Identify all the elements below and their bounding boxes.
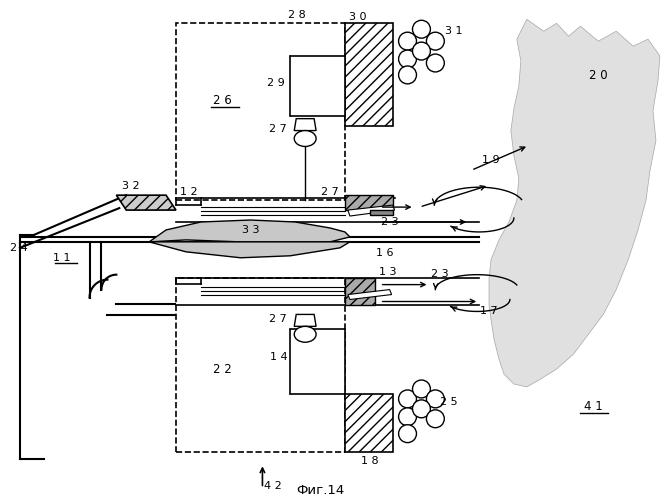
Text: 1 3: 1 3 [379,266,396,276]
Polygon shape [348,290,392,300]
Text: 2 2: 2 2 [213,362,232,376]
Circle shape [412,380,430,398]
Bar [345,278,375,305]
Bar [176,24,345,200]
Text: 1 7: 1 7 [480,306,498,316]
Polygon shape [345,195,392,210]
Text: 1 2: 1 2 [180,187,198,197]
Bar [290,330,345,394]
Text: 2 9: 2 9 [267,78,285,88]
Circle shape [398,424,416,442]
Text: 1 8: 1 8 [361,456,378,466]
Text: 4 1: 4 1 [584,400,602,413]
Text: 2 0: 2 0 [589,70,608,82]
Circle shape [412,20,430,38]
Text: 2 3: 2 3 [430,268,448,278]
Polygon shape [116,195,176,210]
Text: 1 4: 1 4 [269,352,287,362]
Text: 2 5: 2 5 [440,397,458,407]
Text: 2 4: 2 4 [10,243,28,253]
Circle shape [426,32,444,50]
Bar [345,394,392,452]
Polygon shape [294,314,316,326]
Bar [345,24,392,126]
Polygon shape [348,205,394,216]
Text: 2 3: 2 3 [381,217,398,227]
Text: 3 2: 3 2 [122,181,140,191]
Circle shape [398,390,416,408]
Text: 3 0: 3 0 [349,12,366,22]
Text: 2 6: 2 6 [213,94,232,108]
Text: 4 2: 4 2 [263,482,281,492]
Text: 3 1: 3 1 [446,26,463,36]
Bar [290,56,345,116]
Text: 2 7: 2 7 [321,187,339,197]
Text: 3 3: 3 3 [242,225,259,235]
Circle shape [398,66,416,84]
Circle shape [412,400,430,418]
Text: 1 9: 1 9 [482,156,500,166]
Circle shape [426,54,444,72]
Polygon shape [370,210,392,215]
Ellipse shape [294,326,316,342]
Circle shape [398,32,416,50]
Circle shape [398,408,416,426]
Polygon shape [489,20,660,387]
Circle shape [426,390,444,408]
Circle shape [398,50,416,68]
Bar [176,278,345,452]
Text: 2 7: 2 7 [269,314,287,324]
Polygon shape [149,220,350,242]
Text: 2 8: 2 8 [289,10,306,20]
Polygon shape [294,118,316,130]
Text: 1 6: 1 6 [376,248,394,258]
Circle shape [412,42,430,60]
Text: Фиг.14: Фиг.14 [296,484,344,497]
Text: 2 7: 2 7 [269,124,287,134]
Polygon shape [149,242,350,258]
Text: 1 1: 1 1 [53,253,70,263]
Circle shape [426,410,444,428]
Ellipse shape [294,130,316,146]
